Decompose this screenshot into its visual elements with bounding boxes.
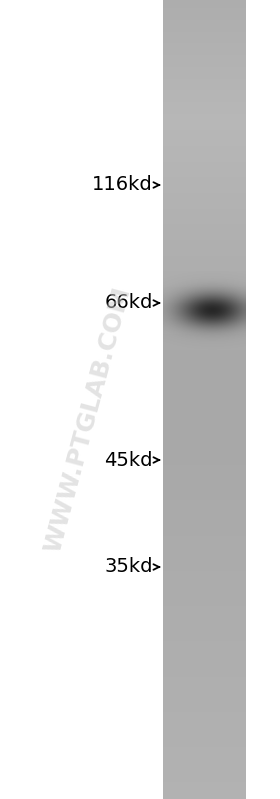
Text: WWW.PTGLAB.COM: WWW.PTGLAB.COM — [41, 284, 135, 555]
Text: 66kd: 66kd — [105, 293, 153, 312]
Text: 116kd: 116kd — [92, 176, 153, 194]
Text: 35kd: 35kd — [104, 558, 153, 577]
Text: 45kd: 45kd — [104, 451, 153, 470]
